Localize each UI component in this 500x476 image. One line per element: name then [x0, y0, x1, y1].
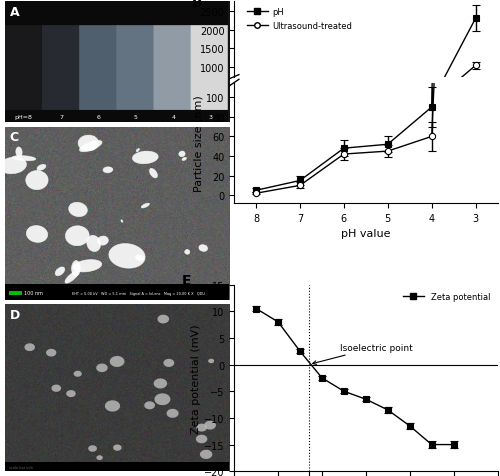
Polygon shape — [164, 359, 174, 367]
Bar — [5, 285, 230, 300]
Y-axis label: Particle size (nm): Particle size (nm) — [194, 95, 203, 192]
Polygon shape — [154, 378, 167, 389]
Text: E: E — [182, 274, 191, 288]
Polygon shape — [66, 390, 76, 397]
Polygon shape — [78, 136, 98, 152]
Polygon shape — [208, 359, 214, 363]
Bar — [5, 462, 230, 471]
Polygon shape — [87, 236, 101, 252]
Polygon shape — [142, 204, 150, 208]
Polygon shape — [24, 344, 35, 351]
Legend: Zeta potential: Zeta potential — [400, 289, 494, 305]
Text: 6: 6 — [96, 114, 100, 119]
Polygon shape — [144, 401, 155, 409]
Text: 5: 5 — [134, 114, 138, 119]
Text: Isoelectric point: Isoelectric point — [312, 343, 412, 365]
Polygon shape — [0, 158, 26, 174]
Text: 7: 7 — [59, 114, 63, 119]
Polygon shape — [37, 165, 46, 171]
Text: 4: 4 — [171, 114, 175, 119]
Polygon shape — [73, 260, 102, 272]
Polygon shape — [204, 421, 216, 430]
Polygon shape — [52, 385, 61, 392]
Text: pH=8: pH=8 — [15, 114, 32, 119]
Polygon shape — [105, 400, 120, 412]
Polygon shape — [46, 349, 56, 357]
Polygon shape — [80, 141, 102, 152]
Polygon shape — [200, 450, 212, 459]
Polygon shape — [196, 424, 207, 432]
Polygon shape — [121, 220, 123, 223]
Text: C: C — [10, 131, 18, 144]
Y-axis label: Zeta potential (mV): Zeta potential (mV) — [191, 323, 201, 433]
Polygon shape — [196, 435, 207, 443]
Polygon shape — [179, 152, 185, 158]
Text: D: D — [10, 308, 20, 321]
Polygon shape — [65, 271, 78, 284]
Text: scale bar info: scale bar info — [10, 465, 34, 469]
Polygon shape — [136, 256, 144, 261]
Polygon shape — [98, 237, 108, 246]
Polygon shape — [110, 356, 124, 367]
Polygon shape — [154, 394, 170, 406]
Polygon shape — [66, 226, 89, 246]
Polygon shape — [158, 315, 169, 324]
Polygon shape — [12, 156, 36, 161]
Polygon shape — [55, 268, 64, 276]
Polygon shape — [150, 169, 158, 178]
Polygon shape — [132, 152, 158, 164]
Polygon shape — [109, 244, 145, 268]
Polygon shape — [184, 250, 190, 255]
Text: EHT = 5.00 kV   WD = 5.1 mm   Signal A = InLens   Mag = 20.00 K X   QDU: EHT = 5.00 kV WD = 5.1 mm Signal A = InL… — [72, 291, 205, 295]
Polygon shape — [103, 168, 113, 173]
Polygon shape — [26, 226, 48, 243]
Polygon shape — [96, 364, 108, 372]
Text: A: A — [10, 6, 19, 19]
Text: 100 nm: 100 nm — [24, 291, 43, 296]
Polygon shape — [113, 445, 122, 451]
Polygon shape — [88, 446, 97, 452]
Legend: pH, Ultrasound-treated: pH, Ultrasound-treated — [244, 5, 355, 34]
Text: 3: 3 — [208, 114, 212, 119]
Polygon shape — [96, 456, 103, 460]
X-axis label: pH value: pH value — [341, 229, 390, 239]
Polygon shape — [26, 171, 48, 190]
Polygon shape — [16, 148, 22, 158]
Polygon shape — [166, 409, 178, 418]
Polygon shape — [199, 245, 207, 252]
Polygon shape — [136, 149, 140, 152]
Polygon shape — [68, 203, 87, 217]
Polygon shape — [72, 261, 80, 277]
Polygon shape — [74, 371, 82, 377]
Bar — [10, 291, 22, 296]
Polygon shape — [182, 158, 186, 161]
Text: B: B — [192, 0, 202, 10]
